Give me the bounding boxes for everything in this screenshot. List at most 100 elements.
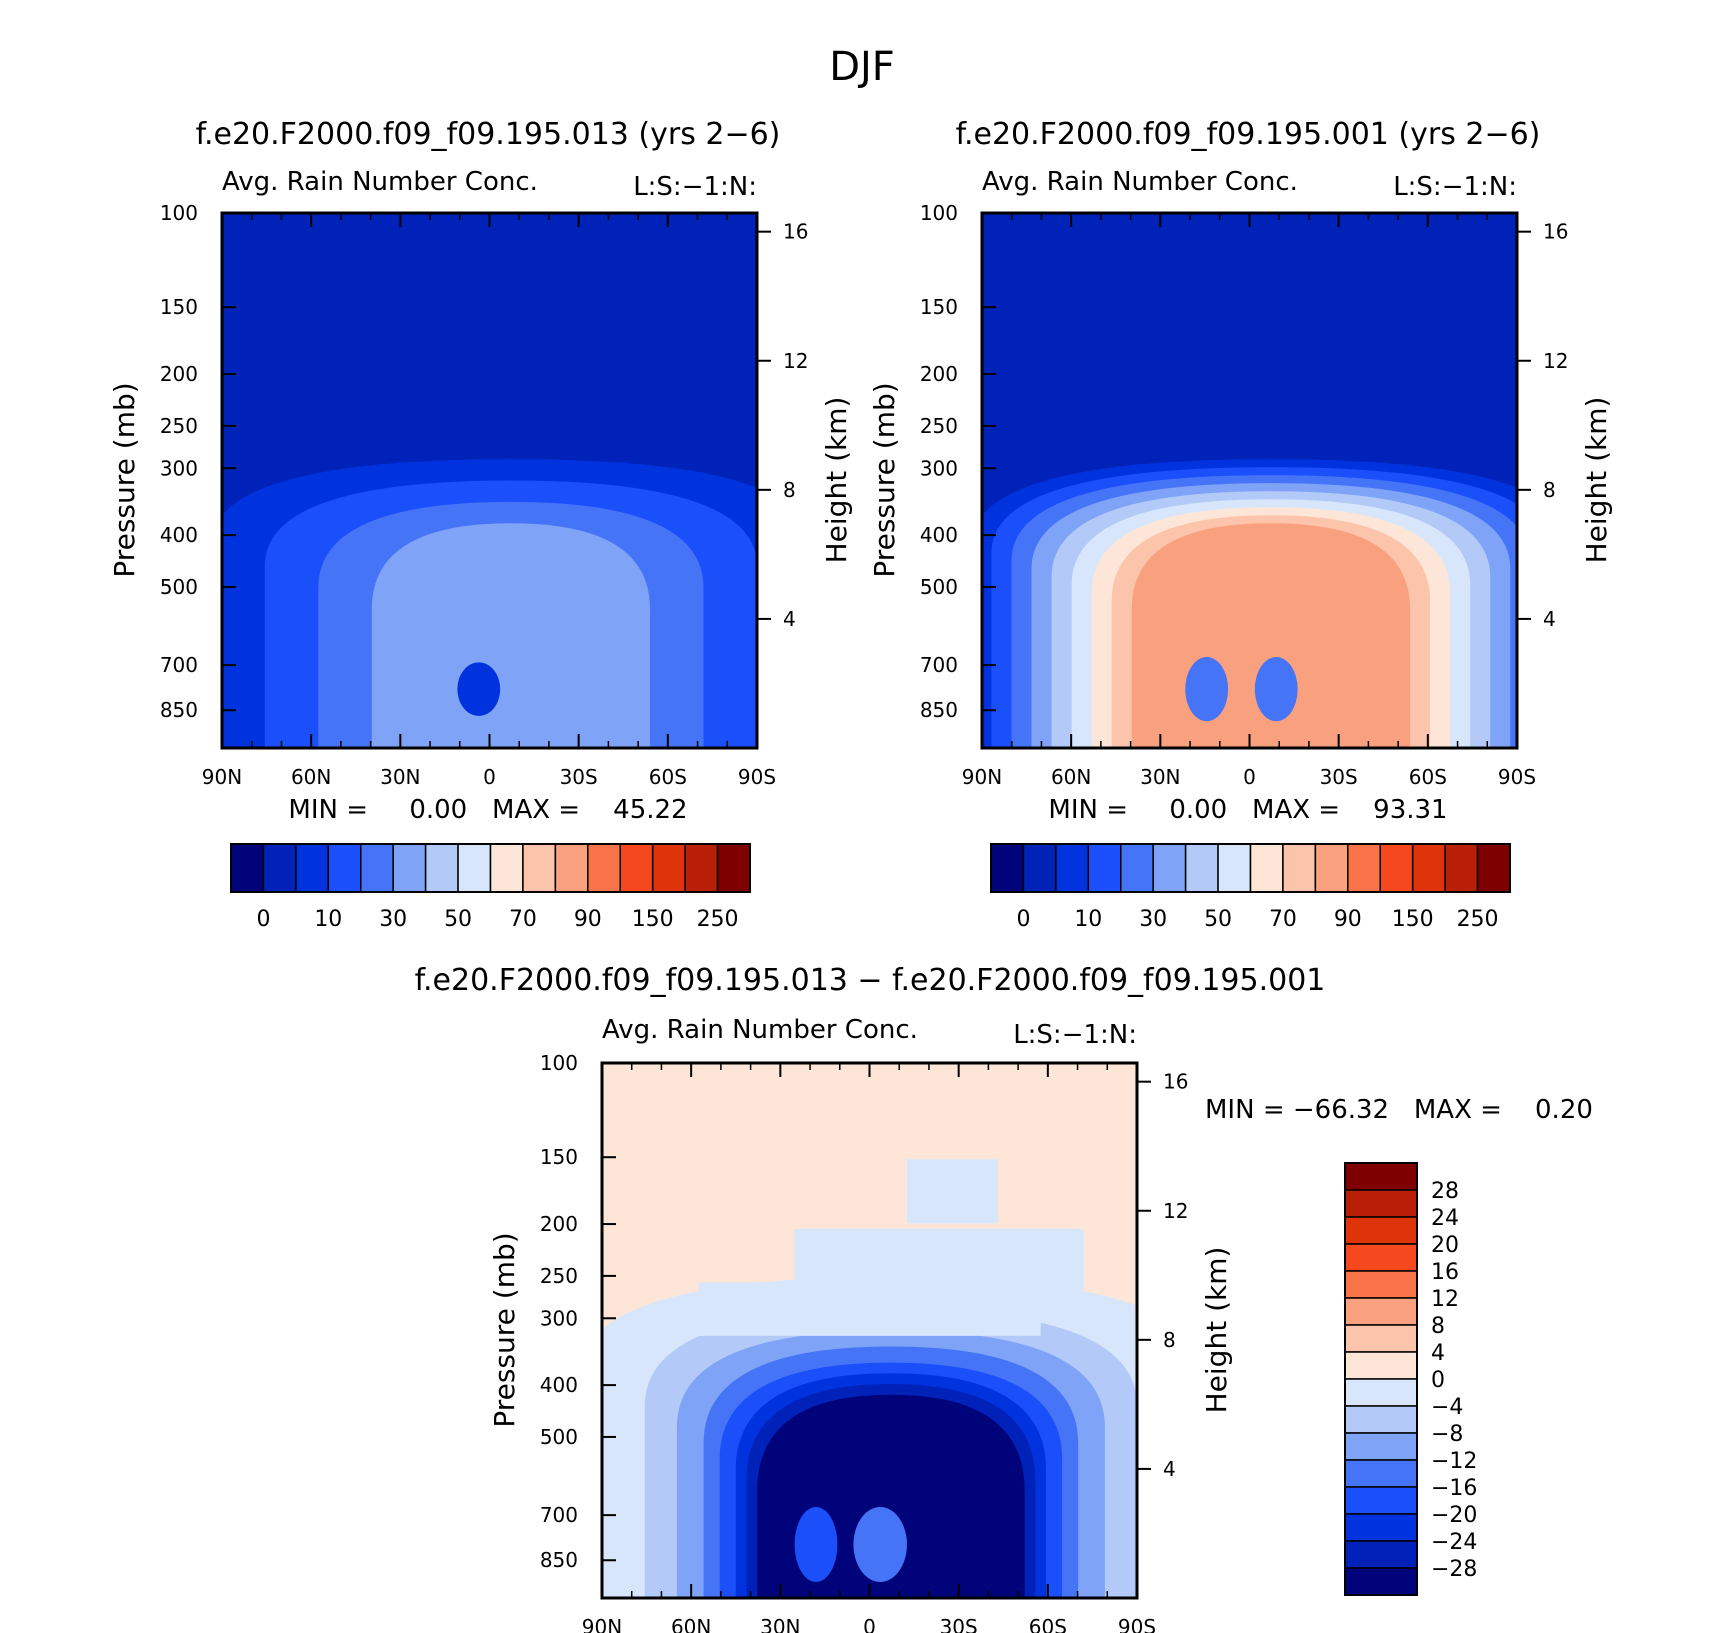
colorbar-box: [1314, 843, 1349, 893]
colorbar-box: [1344, 1405, 1418, 1434]
y2-tick-label: 4: [1543, 607, 1556, 631]
field-blob: [1201, 534, 1277, 609]
y-tick-label: 500: [920, 575, 958, 599]
y-tick-label: 500: [540, 1425, 578, 1449]
panel-1: f.e20.F2000.f09_f09.195.013 (yrs 2−6) Av…: [108, 117, 853, 932]
field-contour-layer: [371, 523, 650, 748]
panel-3-axes: 90N 60N 30N 0 30S 60S 90S 100 150 200 250 300 400 500…: [540, 1051, 1189, 1633]
colorbar-box: [1344, 1459, 1418, 1488]
colorbar-label: −12: [1431, 1449, 1477, 1474]
colorbar-box: [1152, 843, 1187, 893]
y-tick-label: 250: [920, 414, 958, 438]
x-tick-label: 60S: [649, 765, 687, 789]
colorbar-box: [1055, 843, 1090, 893]
colorbar-label: −28: [1431, 1557, 1477, 1582]
colorbar-label: 150: [632, 907, 674, 932]
y2-tick-label: 8: [783, 478, 796, 502]
panel-2-ylabel: Pressure (mb): [868, 382, 901, 577]
colorbar-label: 30: [1139, 907, 1167, 932]
colorbar-box: [1022, 843, 1057, 893]
field-blob: [1185, 657, 1229, 722]
panel-2-minmax: MIN = 0.00 MAX = 93.31: [1048, 795, 1447, 825]
y-tick-label: 200: [160, 362, 198, 386]
y2-tick-label: 4: [783, 607, 796, 631]
x-tick-label: 60N: [291, 765, 331, 789]
colorbar-label: 90: [574, 907, 602, 932]
colorbar-box: [1347, 843, 1381, 893]
x-tick-label: 30N: [380, 765, 420, 789]
colorbar-box: [327, 843, 362, 893]
panel-1-axes: 90N 60N 30N 0 30S 60S 90S 100 150 200 250 300 400 500…: [160, 201, 809, 789]
colorbar-box: [295, 843, 330, 893]
panel-3-minmax: MIN = −66.32 MAX = 0.20: [1205, 1095, 1593, 1125]
colorbar-box: [1344, 1162, 1418, 1191]
y-tick-label: 100: [920, 201, 958, 225]
colorbar-label: 150: [1392, 907, 1434, 932]
colorbar-box: [1184, 843, 1219, 893]
colorbar-box: [619, 843, 654, 893]
colorbar-label: 250: [697, 907, 739, 932]
colorbar-box: [424, 843, 459, 893]
panel-2-field: [982, 213, 1517, 748]
colorbar-box: [1411, 843, 1446, 893]
panel-3-ylabel: Pressure (mb): [488, 1232, 521, 1427]
colorbar-box: [1344, 1351, 1418, 1380]
colorbar-label: 0: [256, 907, 270, 932]
y-tick-label: 150: [160, 295, 198, 319]
colorbar-label: 0: [1016, 907, 1030, 932]
x-tick-label: 0: [1243, 765, 1256, 789]
colorbar-box: [1120, 843, 1154, 893]
x-tick-label: 90S: [1498, 765, 1536, 789]
colorbar-box: [1344, 1540, 1418, 1569]
field-layers: [602, 1063, 1137, 1598]
y-tick-label: 850: [160, 698, 198, 722]
field-blob: [457, 662, 501, 716]
colorbar-box: [1344, 1432, 1418, 1461]
panel-3-subtitle-right: L:S:−1:N:: [1013, 1020, 1137, 1050]
colorbar-box: [716, 843, 751, 893]
y-tick-label: 150: [540, 1145, 578, 1169]
field-layers: [222, 213, 757, 748]
colorbar-label: 70: [509, 907, 537, 932]
panel-1-field: [222, 213, 757, 748]
y-tick-label: 250: [160, 414, 198, 438]
y2-tick-label: 12: [1163, 1199, 1188, 1223]
x-tick-label: 90N: [582, 1615, 622, 1633]
colorbar-label: 16: [1431, 1260, 1459, 1285]
colorbar-label: −20: [1431, 1503, 1477, 1528]
x-tick-label: 30N: [760, 1615, 800, 1633]
colorbar-box: [1476, 843, 1511, 893]
panel-2-axes: 90N 60N 30N 0 30S 60S 90S 100 150 200 250 300 400 500…: [920, 201, 1569, 789]
colorbar-box: [489, 843, 524, 893]
y-tick-label: 400: [540, 1373, 578, 1397]
field-blob: [1276, 539, 1352, 604]
x-tick-label: 30S: [940, 1615, 978, 1633]
y2-tick-label: 8: [1543, 478, 1556, 502]
panel-2-y2label: Height (km): [1580, 397, 1613, 564]
panel-2: f.e20.F2000.f09_f09.195.001 (yrs 2−6) Av…: [868, 117, 1613, 932]
colorbar-box: [1087, 843, 1122, 893]
field-blob: [1345, 582, 1389, 690]
y-tick-label: 300: [540, 1306, 578, 1330]
colorbar-label: 12: [1431, 1287, 1459, 1312]
colorbar-label: 90: [1334, 907, 1362, 932]
x-tick-label: 60S: [1029, 1615, 1067, 1633]
x-tick-label: 0: [483, 765, 496, 789]
colorbar-box: [522, 843, 557, 893]
colorbar-box: [1344, 1378, 1418, 1407]
colorbar-box: [457, 843, 492, 893]
colorbar-box: [1444, 843, 1479, 893]
colorbar-box: [392, 843, 427, 893]
y-tick-label: 100: [160, 201, 198, 225]
colorbar-label: 50: [444, 907, 472, 932]
x-tick-label: 90S: [1118, 1615, 1156, 1633]
y2-tick-label: 8: [1163, 1328, 1176, 1352]
x-tick-label: 30S: [1320, 765, 1358, 789]
colorbar-box: [1282, 843, 1317, 893]
figure-title: DJF: [829, 44, 895, 90]
colorbar-box: [1379, 843, 1414, 893]
colorbar-box: [554, 843, 589, 893]
colorbar-box: [1249, 843, 1284, 893]
y-tick-label: 500: [160, 575, 198, 599]
